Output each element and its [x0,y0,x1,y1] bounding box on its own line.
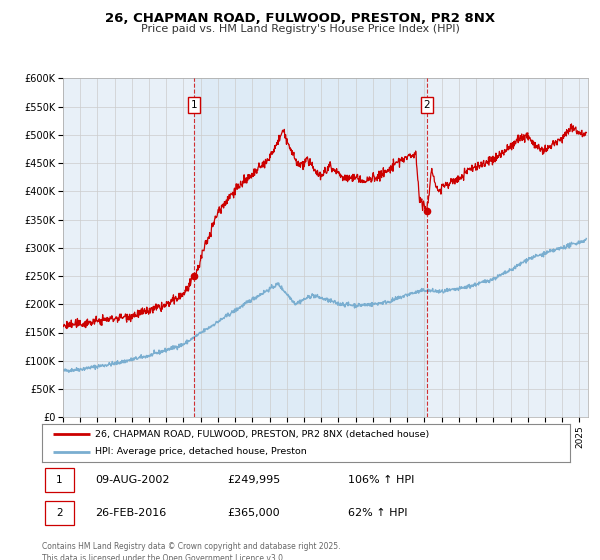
Text: 26, CHAPMAN ROAD, FULWOOD, PRESTON, PR2 8NX (detached house): 26, CHAPMAN ROAD, FULWOOD, PRESTON, PR2 … [95,430,429,438]
Text: £249,995: £249,995 [227,475,280,485]
Text: 26-FEB-2016: 26-FEB-2016 [95,508,166,518]
Text: Price paid vs. HM Land Registry's House Price Index (HPI): Price paid vs. HM Land Registry's House … [140,24,460,34]
Text: 09-AUG-2002: 09-AUG-2002 [95,475,169,485]
Text: 2: 2 [424,100,430,110]
Text: 1: 1 [56,475,62,485]
Text: £365,000: £365,000 [227,508,280,518]
FancyBboxPatch shape [44,501,74,525]
Text: Contains HM Land Registry data © Crown copyright and database right 2025.
This d: Contains HM Land Registry data © Crown c… [42,542,341,560]
Bar [194,78,427,417]
Text: 2: 2 [56,508,62,518]
Text: 106% ↑ HPI: 106% ↑ HPI [348,475,415,485]
Text: HPI: Average price, detached house, Preston: HPI: Average price, detached house, Pres… [95,447,307,456]
Text: 1: 1 [191,100,197,110]
Text: 26, CHAPMAN ROAD, FULWOOD, PRESTON, PR2 8NX: 26, CHAPMAN ROAD, FULWOOD, PRESTON, PR2 … [105,12,495,25]
FancyBboxPatch shape [44,468,74,492]
Text: 62% ↑ HPI: 62% ↑ HPI [348,508,408,518]
